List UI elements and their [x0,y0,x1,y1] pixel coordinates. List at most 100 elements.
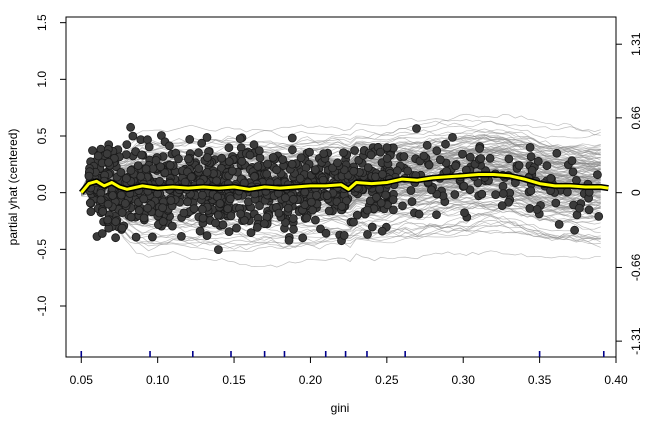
data-point [432,146,442,156]
data-point [144,142,154,152]
y-axis: -1.0 -0.5 0.0 0.5 1.0 1.5 [35,14,66,316]
data-point [339,230,349,240]
data-point [575,203,584,213]
data-point [212,176,222,186]
data-point [378,169,387,179]
data-point [475,144,484,153]
x-tick-label: 0.10 [146,373,170,387]
data-point [262,169,272,179]
data-point [160,168,170,178]
data-point [194,148,203,158]
data-point [225,194,235,204]
data-point [263,159,273,169]
data-point [224,143,234,153]
data-point [139,194,149,204]
data-point [284,235,294,245]
x-tick-label: 0.20 [299,373,323,387]
data-point [388,195,398,205]
data-point [166,196,176,205]
data-point [97,229,107,238]
data-point [226,211,236,221]
data-point [465,152,475,162]
data-point [554,219,564,229]
data-point [367,222,377,232]
data-point [250,172,259,181]
data-point [202,153,212,162]
data-point [382,143,392,153]
x-tick-label: 0.35 [528,373,552,387]
data-point [213,210,223,220]
data-point [388,205,398,215]
data-point [117,208,127,218]
data-point [567,156,577,166]
data-point [491,190,501,200]
data-point [324,206,334,216]
data-point [337,201,347,211]
data-point [435,155,445,165]
data-point [412,124,421,133]
data-point [280,193,290,203]
y-tick-label: -1.0 [35,295,49,316]
data-point [563,187,572,197]
data-point [268,152,278,162]
data-point [287,159,297,169]
data-point [218,220,228,230]
data-point [232,223,241,233]
y-tick-label: 0.5 [35,127,49,144]
data-point [103,199,113,209]
data-point [202,231,212,241]
data-point [448,132,457,142]
data-point [339,148,348,158]
data-point [224,157,234,166]
data-point [197,138,207,148]
data-point [85,198,95,208]
data-point [151,155,161,165]
data-point [165,160,175,170]
data-point [342,196,351,206]
y-tick-label: 1.0 [35,71,49,88]
y2-tick-label: -1.31 [629,327,643,355]
ice-curve [81,139,601,192]
data-point [333,158,342,168]
data-point [117,223,127,233]
data-point [403,166,413,176]
data-point [322,191,332,201]
data-point [183,197,192,207]
rug-marks [80,351,605,357]
data-point [321,228,331,238]
x-tick-label: 0.25 [375,373,399,387]
data-point [195,226,205,236]
data-point [133,161,143,171]
data-point [298,233,308,243]
data-point [312,190,321,200]
data-point [255,201,264,211]
data-point [296,153,306,163]
data-point [414,209,424,219]
x-tick-label: 0.30 [452,373,476,387]
y2-tick-label: 0 [629,189,643,196]
y-tick-label: 0.0 [35,184,49,201]
data-point [84,171,94,181]
data-point [246,228,256,238]
data-point [253,161,263,171]
data-point [319,149,329,159]
data-point [363,229,372,239]
data-point [568,167,578,177]
data-point [289,224,298,234]
data-point [593,170,602,180]
data-point [498,181,508,191]
ice-curve [80,118,601,190]
data-point [451,161,461,171]
data-point [156,162,165,172]
data-point [128,131,138,141]
data-point [223,204,233,214]
ice-curve [81,192,601,248]
data-point [551,198,561,208]
data-point [476,154,486,163]
data-point [498,189,508,199]
data-point [310,165,320,175]
data-point [526,152,536,162]
data-point [211,218,220,228]
data-point [399,152,409,161]
data-point [458,149,467,159]
